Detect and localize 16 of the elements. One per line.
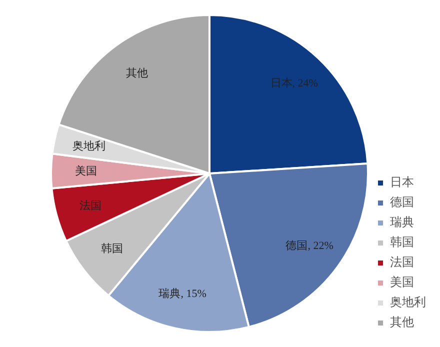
legend-label: 其他: [390, 315, 414, 330]
legend-label: 奥地利: [390, 295, 426, 310]
slice-label: 美国: [74, 164, 97, 178]
slice-label: 奥地利: [72, 139, 106, 152]
legend-label: 韩国: [390, 235, 414, 250]
data-label: 日本, 24%: [270, 76, 318, 90]
data-label: 德国, 22%: [286, 240, 334, 252]
slice-label: 韩国: [100, 242, 123, 256]
legend-label: 法国: [390, 255, 414, 270]
legend-label: 瑞典: [390, 215, 414, 230]
legend-label: 德国: [390, 195, 414, 210]
legend-label: 美国: [390, 275, 414, 290]
legend-label: 日本: [390, 175, 414, 190]
slice-label: 法国: [79, 199, 102, 212]
slice-label: 其他: [126, 66, 148, 80]
data-label: 瑞典, 15%: [158, 287, 206, 300]
